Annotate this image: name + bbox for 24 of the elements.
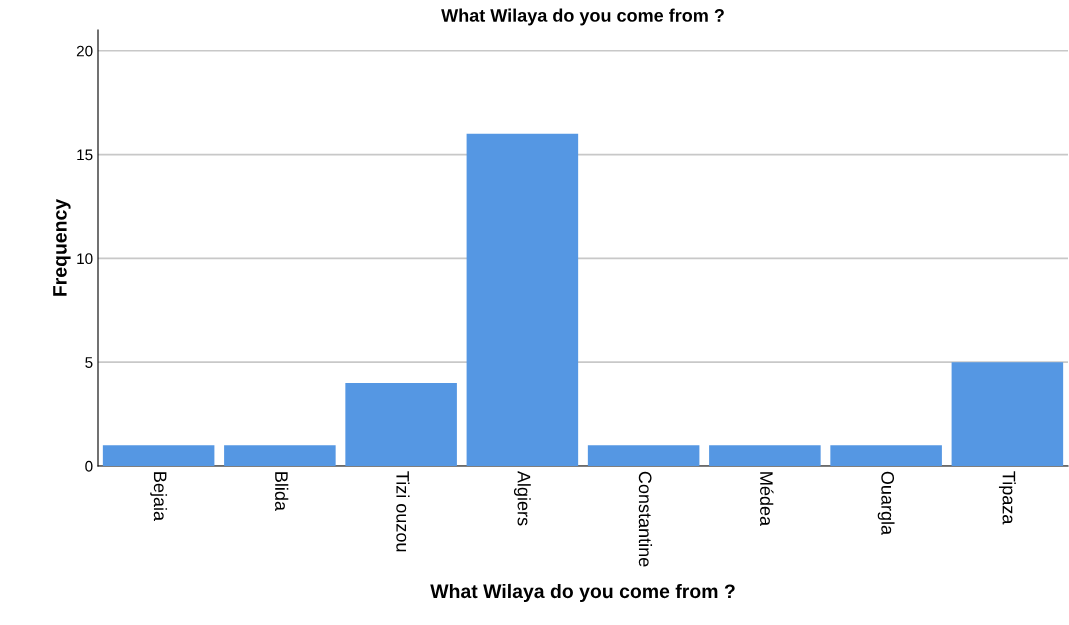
x-tick-label: Constantine — [638, 471, 653, 567]
bar — [102, 445, 215, 466]
x-axis-title: What Wilaya do you come from ? — [430, 583, 735, 603]
y-tick-label: 20 — [76, 45, 93, 57]
y-tick-label: 0 — [85, 460, 93, 472]
x-tick-label: Tizi ouzou — [396, 471, 410, 552]
bar — [345, 382, 457, 466]
x-tick-label: Bejaia — [150, 472, 168, 522]
y-axis-title: Frequency — [53, 198, 71, 296]
x-tick-label: Algiers — [513, 470, 531, 526]
bar — [587, 445, 700, 466]
x-tick-label: Médea — [760, 472, 774, 527]
y-tick-label: 10 — [77, 253, 93, 265]
bar — [224, 445, 336, 466]
x-tick-label: Blida — [275, 472, 289, 512]
bar — [709, 445, 821, 466]
bar — [951, 362, 1064, 466]
x-tick-label: Tipaza — [998, 471, 1016, 525]
x-tick-label: Ouargla — [877, 471, 895, 536]
chart-title: What Wilaya do you come from ? — [441, 8, 724, 26]
bar — [466, 133, 579, 466]
y-tick-label: 15 — [77, 149, 93, 161]
bar — [830, 445, 942, 466]
y-tick-label: 5 — [85, 357, 93, 368]
